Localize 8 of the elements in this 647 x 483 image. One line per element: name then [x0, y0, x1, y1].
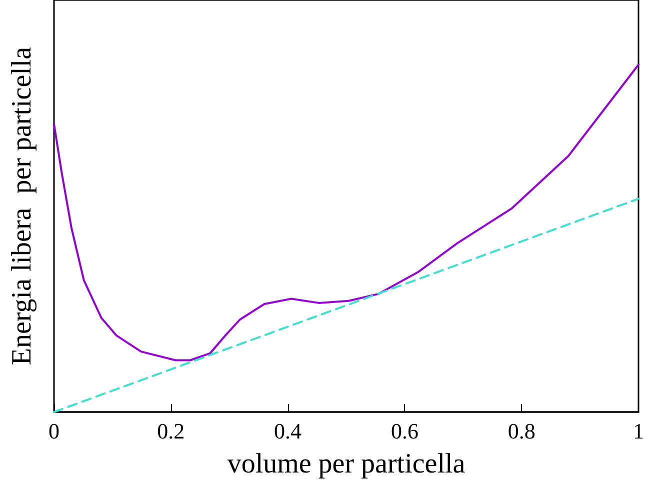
- x-tick-label: 0.8: [508, 418, 536, 444]
- x-axis-title: volume per particella: [227, 448, 466, 480]
- x-tick-label: 0: [48, 418, 60, 444]
- x-tick-label: 0.6: [390, 418, 418, 444]
- y-axis-title: Energia libera per particella: [6, 46, 38, 366]
- x-tick-label: 1: [633, 418, 644, 444]
- x-tick-label: 0.4: [274, 418, 302, 444]
- x-tick-label: 0.2: [157, 418, 185, 444]
